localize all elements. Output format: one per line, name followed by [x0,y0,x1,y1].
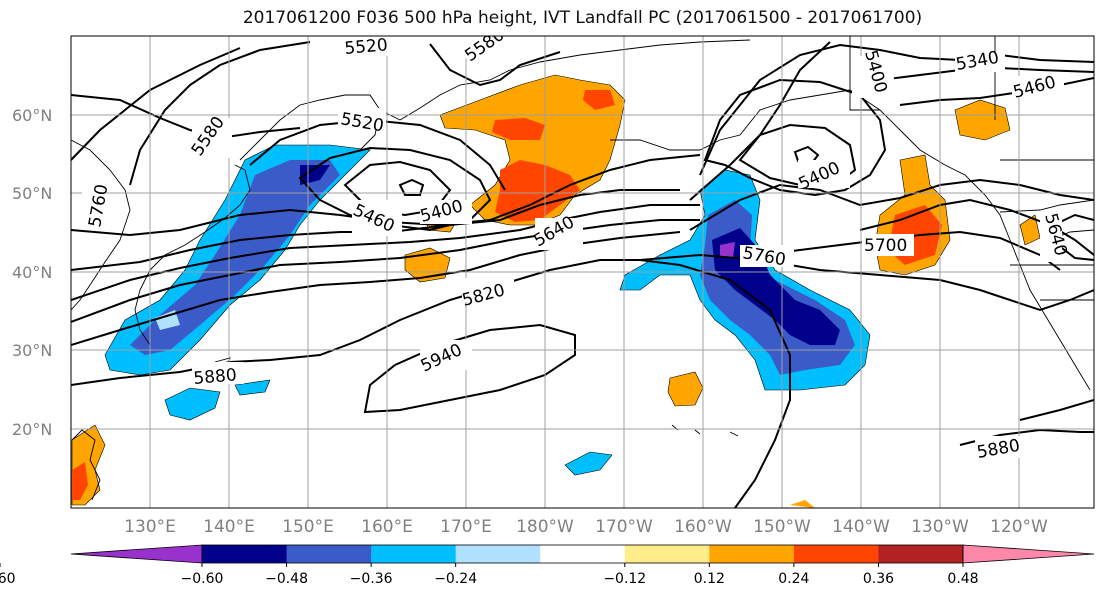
colorbar-tick-label: 0.12 [694,571,725,587]
colorbar-tick-label: −0.48 [265,571,308,587]
colorbar-tick-label: −0.60 [181,571,224,587]
lat-label: 60°N [12,106,52,125]
colorbar-segment [709,545,795,563]
colorbar-tick-label: −0.24 [434,571,477,587]
colorbar-segment [793,545,879,563]
lon-label: 140°E [203,517,255,537]
lat-label: 40°N [12,263,52,282]
lon-label: 120°W [990,517,1048,537]
colorbar: −0.60 −0.48 −0.36 −0.24 −0.12 0.12 0.24 0.36 0.4… [0,544,1095,587]
lon-label: 160°E [361,517,413,537]
contour-label-group: 5520 5580 5400 5340 5460 5580 5520 5760 … [82,35,1071,463]
colorbar-segment [202,545,288,563]
colorbar-segment [286,545,372,563]
gridlines [71,36,1094,508]
longitude-labels: 130°E 140°E 150°E 160°E 170°E 180°W 170°… [124,517,1048,537]
lon-label: 150°W [753,517,811,537]
lon-label: 150°E [282,517,334,537]
contour-label: 5700 [864,236,907,256]
colorbar-tick-label: 0.36 [863,571,894,587]
colorbar-segment [540,545,626,563]
lat-label: 50°N [12,184,52,203]
colorbar-tick-label: −0.12 [603,571,646,587]
colorbar-extend-high [962,544,1095,564]
lon-label: 170°E [440,517,492,537]
colorbar-tick-label: 0.48 [947,571,978,587]
colorbar-segment [371,545,457,563]
lon-label: 130°W [911,517,969,537]
lon-label: 180°W [516,517,574,537]
colorbar-extend-low [70,544,203,564]
colorbar-segment [878,545,964,563]
colorbar-outline [201,544,964,564]
map-border [70,35,1095,509]
map-title: 2017061200 F036 500 hPa height, IVT Land… [242,8,923,28]
lon-label: 140°W [832,517,890,537]
lon-label: 130°E [124,517,176,537]
lat-label: 20°N [12,420,52,439]
latitude-labels: 60°N 50°N 40°N 30°N 20°N [12,106,52,439]
lat-label: 30°N [12,341,52,360]
lon-label: 170°W [595,517,653,537]
colorbar-segment [624,545,710,563]
colorbar-tick-label: −0.36 [350,571,393,587]
contour-label: 5880 [193,365,238,389]
colorbar-tick-label: 0.24 [778,571,809,587]
colorbar-tick-label: 0.60 [0,571,16,587]
colorbar-segment [455,545,541,563]
lon-label: 160°W [674,517,732,537]
contour-label: 5520 [344,35,389,59]
